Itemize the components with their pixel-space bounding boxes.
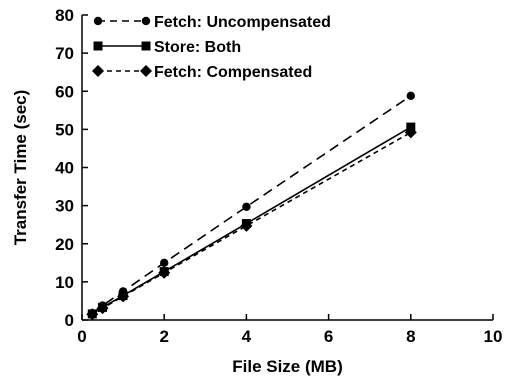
y-tick-label: 40 (55, 159, 74, 178)
legend: Fetch: Uncompensated Store: Both Fetch: Co… (92, 14, 331, 81)
x-tick-label: 8 (406, 327, 415, 346)
legend-label: Store: Both (154, 39, 241, 56)
x-tick-label: 2 (159, 327, 168, 346)
diamond-marker (92, 65, 104, 77)
series-2 (87, 122, 416, 319)
square-marker (93, 41, 103, 51)
y-tick-label: 20 (55, 235, 74, 254)
axes: 0 2 4 6 8 10 0 10 20 30 40 50 60 70 80 (55, 6, 502, 346)
x-axis-title: File Size (MB) (232, 357, 343, 376)
x-tick-label: 4 (242, 327, 252, 346)
diamond-marker (158, 266, 171, 279)
diamond-marker (404, 126, 417, 139)
series-layer (86, 91, 417, 321)
circle-marker (141, 16, 151, 26)
y-tick-label: 10 (55, 273, 74, 292)
y-tick-label: 30 (55, 197, 74, 216)
x-tick-label: 10 (484, 327, 503, 346)
legend-label: Fetch: Compensated (154, 64, 312, 81)
y-axis-title: Transfer Time (sec) (11, 90, 30, 246)
x-tick-label: 6 (324, 327, 333, 346)
circle-marker (406, 91, 415, 101)
legend-label: Fetch: Uncompensated (154, 14, 331, 31)
diamond-marker (240, 219, 253, 232)
y-tick-label: 70 (55, 44, 74, 63)
square-marker (141, 41, 151, 51)
diamond-marker (86, 308, 99, 321)
y-tick-label: 0 (65, 311, 74, 330)
circle-marker (93, 16, 103, 26)
circle-marker (242, 202, 251, 211)
y-tick-label: 60 (55, 82, 74, 101)
series-3 (86, 126, 417, 321)
legend-entry-1: Fetch: Uncompensated (93, 14, 331, 31)
legend-entry-3: Fetch: Compensated (92, 64, 312, 81)
y-tick-label: 50 (55, 120, 74, 139)
x-tick-label: 0 (77, 327, 86, 346)
series-1 (88, 91, 415, 318)
y-tick-label: 80 (55, 6, 74, 25)
diamond-marker (96, 302, 109, 315)
legend-entry-2: Store: Both (93, 39, 241, 56)
series-line (91, 131, 412, 315)
series-line (91, 95, 412, 314)
diamond-marker (140, 65, 152, 77)
circle-marker (160, 258, 169, 268)
diamond-marker (117, 290, 130, 303)
